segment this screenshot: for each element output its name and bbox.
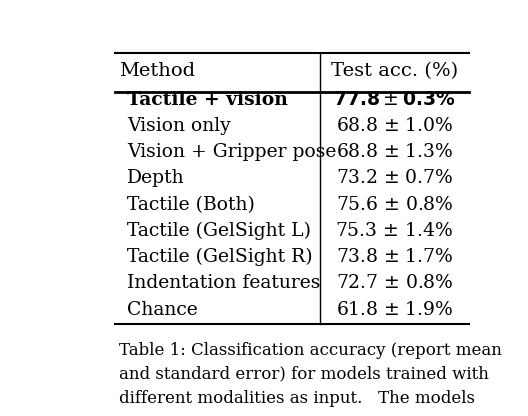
Text: 75.6 $\pm$ 0.8%: 75.6 $\pm$ 0.8% (336, 196, 453, 214)
Text: 75.3 $\pm$ 1.4%: 75.3 $\pm$ 1.4% (335, 222, 454, 240)
Text: Vision + Gripper pose: Vision + Gripper pose (127, 143, 337, 161)
Text: Tactile + vision: Tactile + vision (127, 91, 288, 109)
Text: 61.8 $\pm$ 1.9%: 61.8 $\pm$ 1.9% (336, 301, 453, 319)
Text: 73.2 $\pm$ 0.7%: 73.2 $\pm$ 0.7% (336, 169, 453, 187)
Text: Tactile (GelSight R): Tactile (GelSight R) (127, 248, 313, 266)
Text: and standard error) for models trained with: and standard error) for models trained w… (119, 366, 489, 383)
Text: Tactile (Both): Tactile (Both) (127, 196, 255, 214)
Text: Tactile (GelSight L): Tactile (GelSight L) (127, 222, 312, 240)
Text: Vision only: Vision only (127, 117, 231, 135)
Text: Chance: Chance (127, 301, 198, 319)
Text: Indentation features: Indentation features (127, 275, 320, 292)
Text: Depth: Depth (127, 169, 185, 187)
Text: Test acc. (%): Test acc. (%) (331, 62, 458, 80)
Text: $\mathbf{77.8} \pm \mathbf{0.3\%}$: $\mathbf{77.8} \pm \mathbf{0.3\%}$ (333, 91, 456, 109)
Text: Method: Method (119, 62, 195, 80)
Text: Table 1: Classification accuracy (report mean: Table 1: Classification accuracy (report… (119, 342, 502, 359)
Text: 72.7 $\pm$ 0.8%: 72.7 $\pm$ 0.8% (336, 275, 453, 292)
Text: 68.8 $\pm$ 1.0%: 68.8 $\pm$ 1.0% (336, 117, 453, 135)
Text: different modalities as input.   The models: different modalities as input. The model… (119, 390, 475, 407)
Text: 73.8 $\pm$ 1.7%: 73.8 $\pm$ 1.7% (336, 248, 453, 266)
Text: 68.8 $\pm$ 1.3%: 68.8 $\pm$ 1.3% (336, 143, 453, 161)
